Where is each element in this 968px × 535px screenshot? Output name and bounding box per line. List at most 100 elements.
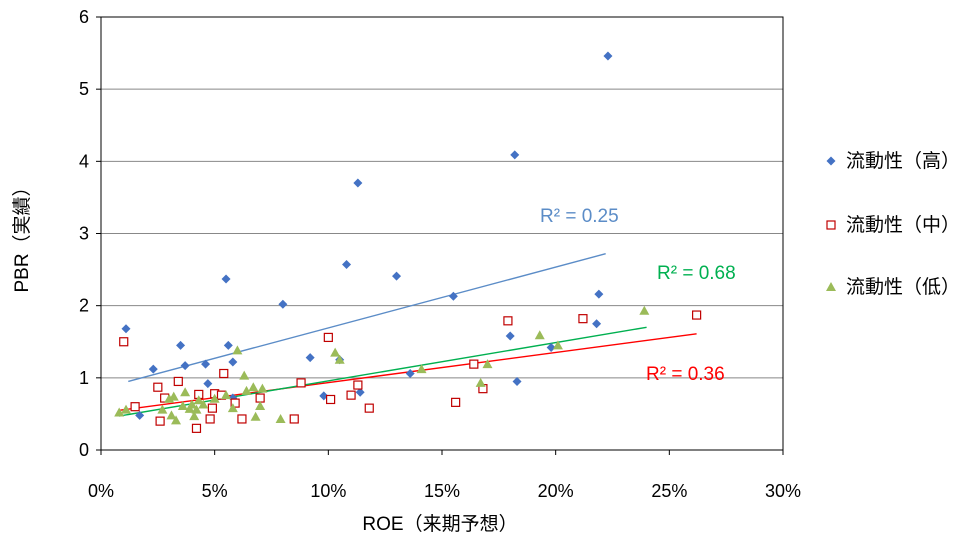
- y-tick-label-6: 6: [79, 7, 89, 27]
- point-s0-12: [305, 353, 315, 363]
- point-s0-26: [594, 289, 604, 299]
- point-s2-8: [180, 387, 191, 397]
- point-s2-16: [221, 390, 232, 400]
- point-s0-25: [592, 319, 602, 329]
- point-s2-7: [177, 400, 188, 410]
- point-s2-14: [198, 399, 209, 409]
- point-s0-22: [510, 150, 520, 160]
- data-points: [114, 51, 702, 433]
- point-s2-29: [475, 377, 486, 387]
- r2-label-series-2: R² = 0.68: [657, 263, 736, 284]
- point-s2-11: [189, 411, 200, 421]
- point-s2-15: [209, 393, 220, 403]
- point-s2-30: [482, 359, 493, 369]
- y-tick-label-3: 3: [79, 224, 89, 244]
- point-s1-19: [326, 394, 336, 405]
- point-s0-15: [342, 260, 352, 270]
- point-s0-17: [355, 387, 365, 397]
- r2-label-series-1: R² = 0.36: [646, 364, 725, 385]
- trendline-series-0: [128, 253, 606, 383]
- series-2-points: [114, 305, 650, 425]
- y-tick-label-0: 0: [79, 440, 89, 460]
- point-s1-26: [503, 316, 513, 326]
- point-s0-7: [221, 274, 231, 284]
- x-tick-label-2: 10%: [310, 481, 346, 501]
- point-s1-21: [353, 380, 363, 390]
- point-s2-20: [241, 385, 252, 395]
- point-s2-18: [232, 345, 243, 355]
- point-s1-0: [119, 337, 129, 347]
- point-s1-17: [296, 378, 306, 388]
- point-s2-27: [334, 354, 345, 364]
- legend-marker-0: [826, 156, 836, 166]
- plot-area-frame: [96, 16, 784, 455]
- r2-label-series-0: R² = 0.25: [540, 206, 619, 227]
- point-s1-2: [153, 382, 163, 392]
- point-s1-13: [230, 398, 240, 408]
- legend-marker-1: [826, 220, 836, 230]
- point-s2-28: [416, 364, 427, 374]
- point-s0-18: [392, 271, 402, 281]
- point-s0-3: [176, 340, 186, 350]
- y-axis-tick-labels: 0 1 2 3 4 5 6: [79, 7, 89, 460]
- r-squared-labels: R² = 0.25 R² = 0.36 R² = 0.68: [540, 206, 736, 385]
- point-s1-18: [323, 332, 333, 343]
- x-tick-label-0: 0%: [88, 481, 114, 501]
- point-s1-24: [469, 359, 479, 369]
- legend: 流動性（高） 流動性（中） 流動性（低）: [826, 150, 960, 298]
- gridlines: [101, 88, 783, 379]
- legend-label-0: 流動性（高）: [846, 150, 960, 172]
- point-s2-2: [157, 404, 168, 414]
- legend-marker-2: [826, 282, 836, 291]
- point-s0-19: [405, 369, 415, 379]
- point-s1-14: [237, 414, 247, 424]
- point-s1-20: [346, 390, 356, 400]
- point-s0-21: [505, 331, 515, 341]
- x-tick-label-1: 5%: [202, 481, 228, 501]
- series-1-points: [119, 310, 702, 433]
- trendlines: [119, 253, 697, 417]
- point-s2-10: [186, 399, 197, 409]
- point-s0-1: [135, 410, 145, 420]
- y-tick-label-5: 5: [79, 79, 89, 99]
- x-tick-label-5: 25%: [651, 481, 687, 501]
- x-tick-label-6: 30%: [765, 481, 801, 501]
- y-tick-label-1: 1: [79, 368, 89, 388]
- point-s1-5: [173, 376, 183, 387]
- x-tick-label-3: 15%: [424, 481, 460, 501]
- y-tick-label-2: 2: [79, 296, 89, 316]
- point-s1-23: [451, 397, 461, 407]
- series-0-points: [121, 51, 613, 420]
- x-tick-label-4: 20%: [538, 481, 574, 501]
- point-s0-11: [278, 299, 288, 309]
- point-s0-0: [121, 324, 131, 334]
- point-s1-6: [191, 423, 202, 433]
- point-s1-22: [364, 403, 374, 413]
- point-s0-20: [448, 291, 458, 301]
- point-s2-25: [275, 413, 286, 423]
- point-s0-9: [228, 357, 238, 367]
- point-s0-5: [201, 359, 211, 369]
- point-s2-24: [257, 383, 268, 393]
- point-s0-2: [148, 364, 158, 374]
- legend-item-1: 流動性（中）: [826, 214, 960, 236]
- legend-label-1: 流動性（中）: [846, 214, 960, 236]
- y-axis-title: PBR（実績）: [11, 177, 33, 292]
- point-s1-28: [692, 310, 702, 320]
- point-s2-26: [330, 347, 341, 357]
- point-s2-13: [193, 395, 204, 405]
- x-axis-tick-labels: 0% 5% 10% 15% 20% 25% 30%: [88, 481, 801, 501]
- point-s1-16: [289, 414, 299, 424]
- point-s2-1: [121, 404, 132, 414]
- point-s2-31: [534, 330, 545, 340]
- x-axis-title: ROE（来期予想）: [362, 513, 517, 535]
- point-s2-19: [239, 370, 250, 380]
- point-s2-23: [255, 400, 266, 410]
- point-s0-24: [546, 343, 556, 353]
- point-s2-32: [552, 340, 563, 350]
- point-s2-12: [191, 404, 202, 414]
- point-s0-6: [203, 379, 213, 389]
- point-s2-6: [171, 415, 182, 425]
- point-s2-0: [114, 407, 125, 417]
- point-s0-27: [603, 51, 613, 61]
